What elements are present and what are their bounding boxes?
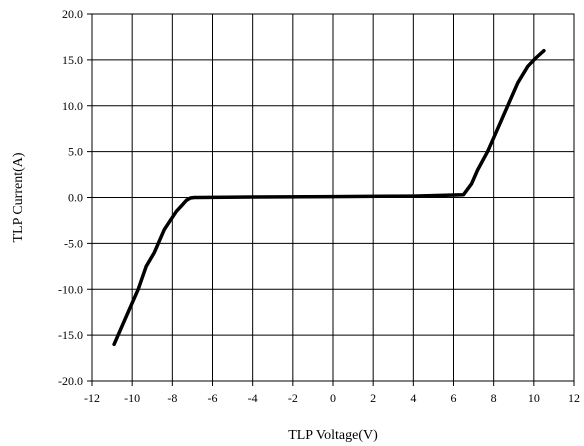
y-tick-label: 5.0 <box>68 145 83 159</box>
x-tick-label: 2 <box>370 391 376 405</box>
x-tick-label: 8 <box>491 391 497 405</box>
series-layer <box>112 48 546 347</box>
x-tick-label: -8 <box>167 391 177 405</box>
y-tick-label: 20.0 <box>62 7 83 21</box>
y-axis-ticks: 20.0 15.0 10.0 5.0 0.0 -5.0 -10.0 -15.0 -20.0 <box>58 7 92 388</box>
x-tick-label: -12 <box>84 391 100 405</box>
y-tick-label: -15.0 <box>58 328 83 342</box>
x-tick-label: 4 <box>410 391 416 405</box>
y-tick-label: 10.0 <box>62 99 83 113</box>
y-axis-title: TLP Current(A) <box>11 152 26 242</box>
x-tick-label: 0 <box>330 391 336 405</box>
y-tick-label: 0.0 <box>68 191 83 205</box>
x-axis-ticks: -12 -10 -8 -6 -4 -2 0 2 4 6 8 10 12 <box>84 381 580 405</box>
y-tick-label: -5.0 <box>64 236 83 250</box>
y-tick-label: -20.0 <box>58 374 83 388</box>
x-tick-label: -2 <box>288 391 298 405</box>
x-tick-label: 6 <box>451 391 457 405</box>
x-tick-label: -4 <box>248 391 258 405</box>
x-tick-label: -10 <box>124 391 140 405</box>
iv-curve-line <box>112 48 546 347</box>
y-tick-label: 15.0 <box>62 53 83 67</box>
x-tick-label: 12 <box>568 391 580 405</box>
x-tick-label: 10 <box>528 391 540 405</box>
y-tick-label: -10.0 <box>58 282 83 296</box>
x-axis-title: TLP Voltage(V) <box>288 428 378 443</box>
x-tick-label: -6 <box>208 391 218 405</box>
